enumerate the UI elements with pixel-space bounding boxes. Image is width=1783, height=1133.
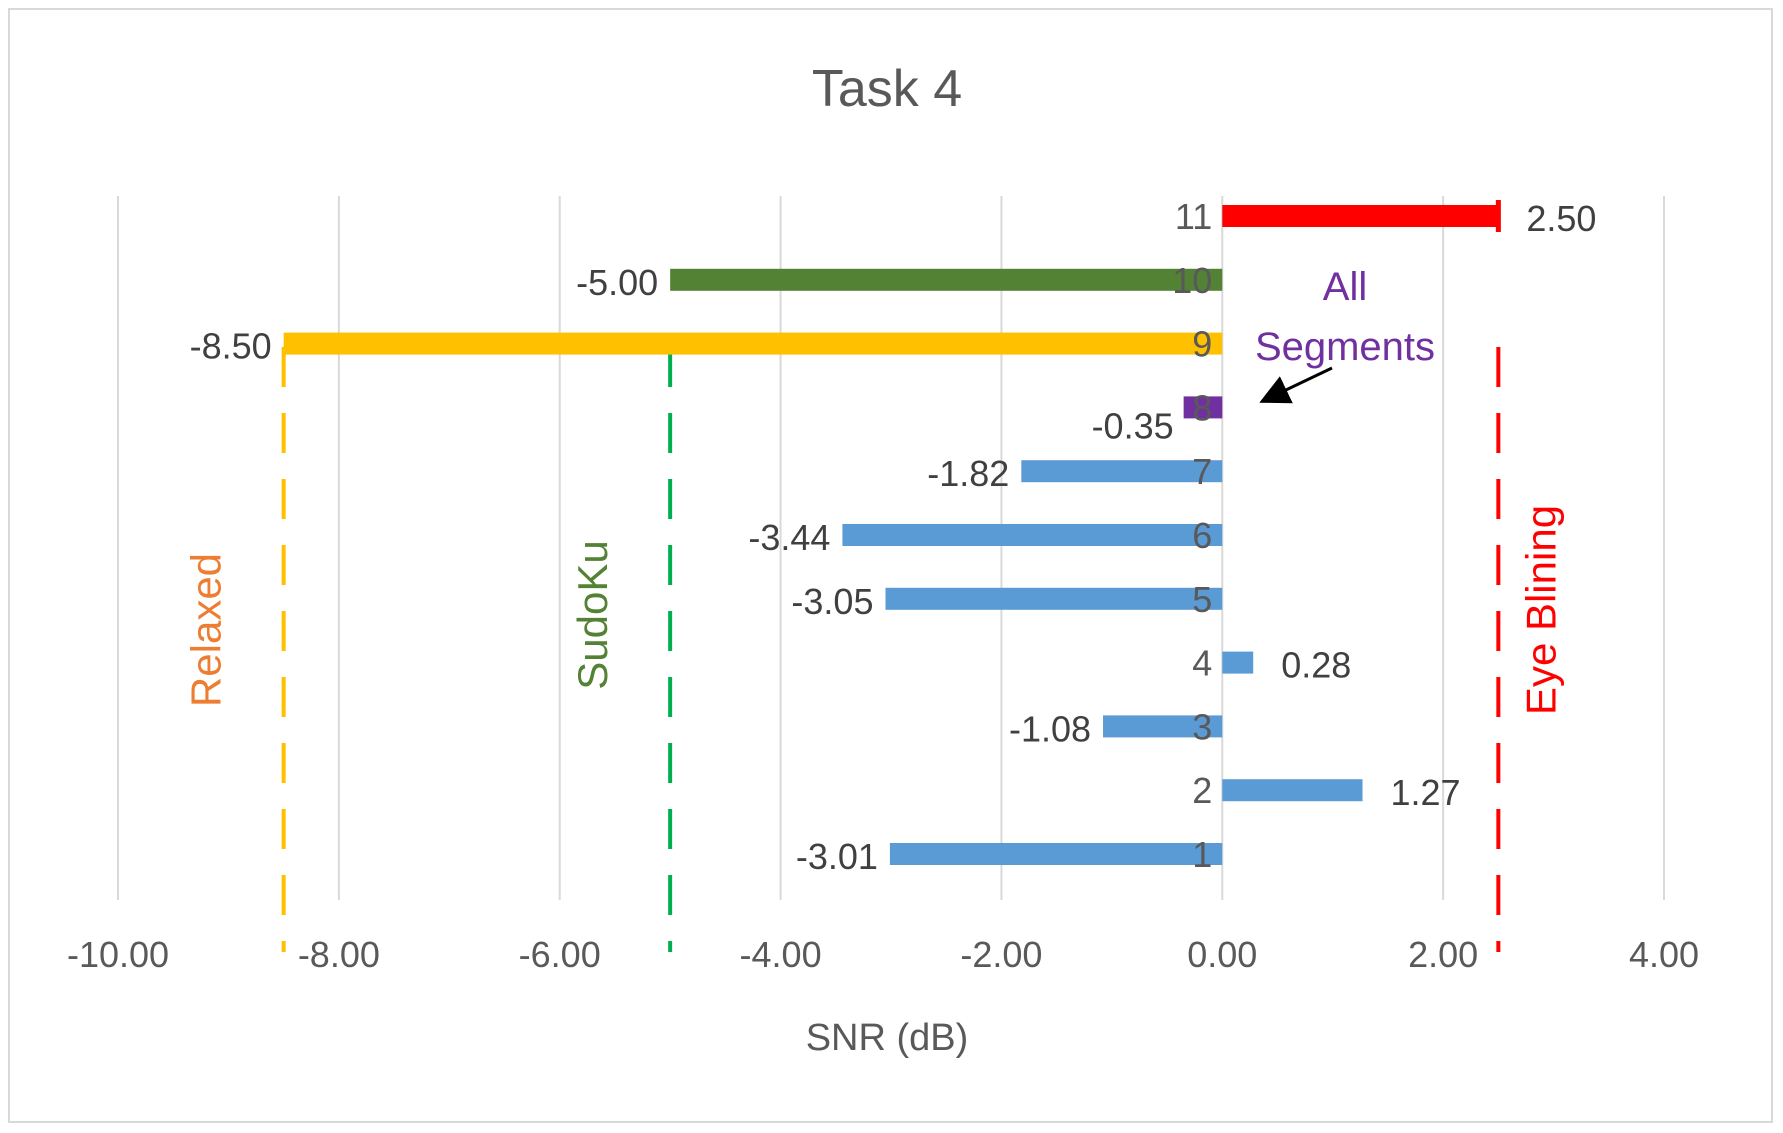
- value-label: -3.01: [796, 836, 878, 877]
- value-label: -3.05: [791, 581, 873, 622]
- x-tick-label: 4.00: [1629, 934, 1699, 975]
- annotation-label-line2: Segments: [1255, 325, 1435, 369]
- value-label: -5.00: [576, 262, 658, 303]
- bar: [283, 332, 1223, 355]
- value-label: 2.50: [1526, 198, 1596, 239]
- value-label: -1.08: [1009, 708, 1091, 749]
- value-label: 0.28: [1281, 645, 1351, 686]
- bar: [1183, 396, 1223, 419]
- category-label: 10: [1172, 260, 1212, 301]
- category-label: 9: [1192, 324, 1212, 365]
- value-label: -3.44: [748, 517, 830, 558]
- x-axis-title: SNR (dB): [806, 1017, 969, 1059]
- category-label: 3: [1192, 706, 1212, 747]
- bar: [1021, 460, 1223, 483]
- annotation-arrow: [1259, 366, 1333, 404]
- snr-bar-chart: Task 4 Relaxed SudoKu Eye Blining 1-3.012 1…: [67, 60, 1699, 1059]
- chart-title: Task 4: [812, 60, 962, 118]
- x-tick-label: 0.00: [1187, 934, 1257, 975]
- category-label: 4: [1192, 643, 1212, 684]
- bar: [885, 587, 1223, 610]
- reference-line-label: Eye Blining: [1517, 505, 1564, 715]
- category-label: 2: [1192, 770, 1212, 811]
- x-axis-ticks: -10.00 -8.00 -6.00 -4.00 -2.00 0.00 2.00 4.00: [67, 934, 1699, 975]
- reference-line-label: Relaxed: [183, 553, 230, 707]
- labels: 1 -3.01 2 1.27 3 -1.08 4 0.28 5 -3.05 6 -3.44 7 -1.82…: [190, 196, 1597, 877]
- bar: [670, 268, 1223, 291]
- bar: [1103, 715, 1223, 738]
- x-tick-label: -6.00: [519, 934, 601, 975]
- bar: [1222, 779, 1363, 802]
- value-label: -0.35: [1092, 405, 1174, 446]
- reference-lines: Relaxed SudoKu Eye Blining: [183, 347, 1564, 952]
- value-label: -8.50: [190, 326, 272, 367]
- reference-line-label: SudoKu: [569, 540, 616, 689]
- value-label: 1.27: [1391, 772, 1461, 813]
- bar: [842, 524, 1223, 546]
- x-tick-label: -10.00: [67, 934, 169, 975]
- category-label: 6: [1192, 515, 1212, 556]
- bar: [889, 843, 1223, 865]
- category-label: 1: [1192, 834, 1212, 875]
- bars: [283, 200, 1501, 865]
- bar: [1222, 651, 1254, 674]
- annotation-label-line1: All: [1323, 265, 1367, 309]
- chart-frame: Task 4 Relaxed SudoKu Eye Blining 1 -3.01 2 1…: [8, 8, 1773, 1123]
- bar: [1222, 205, 1499, 227]
- x-tick-label: 2.00: [1408, 934, 1478, 975]
- x-tick-label: -4.00: [740, 934, 822, 975]
- x-tick-label: -8.00: [298, 934, 380, 975]
- grid-lines: [117, 196, 1665, 900]
- category-label: 8: [1192, 387, 1212, 428]
- annotation: All Segments: [1255, 265, 1435, 404]
- x-tick-label: -2.00: [960, 934, 1042, 975]
- value-label: -1.82: [927, 453, 1009, 494]
- category-label: 7: [1192, 451, 1212, 492]
- category-label: 11: [1175, 196, 1212, 237]
- category-label: 5: [1192, 579, 1212, 620]
